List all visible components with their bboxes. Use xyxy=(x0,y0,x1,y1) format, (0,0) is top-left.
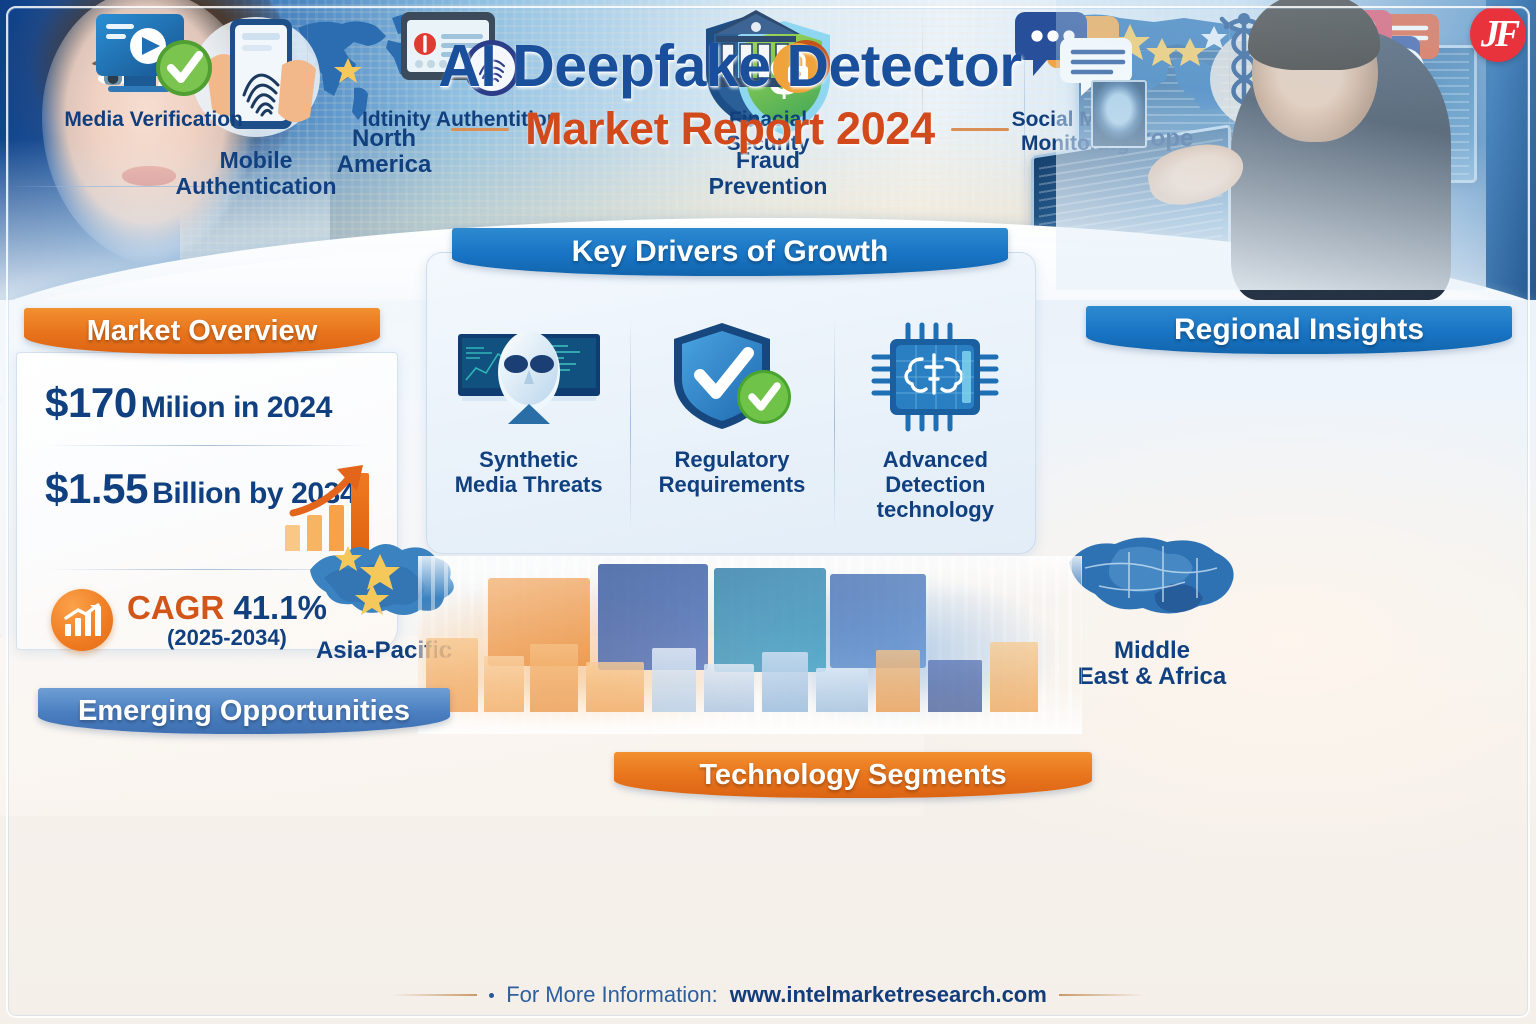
growth-chart-icon xyxy=(283,465,383,551)
footer-prefix: For More Information: xyxy=(506,982,718,1007)
footer-url[interactable]: www.intelmarketresearch.com xyxy=(729,982,1047,1007)
regional-divider xyxy=(8,186,436,187)
shield-check-icon xyxy=(664,311,800,443)
market-overview-banner-label: Market Overview xyxy=(86,314,318,347)
id-fingerprint-icon xyxy=(397,0,525,108)
bank-lock-icon xyxy=(704,0,832,108)
market-value-2034: $1.55 Billion by 2034 xyxy=(45,465,371,513)
cagr-period: (2025-2034) xyxy=(167,624,287,650)
brain-chip-icon xyxy=(860,311,1010,443)
driver-item-synthetic-media-threats[interactable]: Synthetic Media Threats xyxy=(427,311,630,555)
driver-label: Synthetic Media Threats xyxy=(454,447,603,498)
title-rule-right xyxy=(950,127,1009,131)
technology-segments-banner: Technology Segments xyxy=(614,752,1092,798)
segment-label: Media Verification xyxy=(64,108,243,131)
cagr-chart-icon xyxy=(51,589,113,651)
fingerprint-phone-icon xyxy=(186,0,326,148)
segment-item-financial-security[interactable]: Finacial Security xyxy=(614,0,921,1024)
region-label: Middle East & Africa xyxy=(1077,637,1227,691)
opportunity-label: Mobile Authentication xyxy=(175,147,337,199)
footer-bullet-icon xyxy=(489,992,495,998)
region-label: North America xyxy=(336,125,432,179)
footer-rule-left xyxy=(391,994,478,996)
title-rule-left xyxy=(451,127,510,131)
market-value-2024: $170 Milion in 2024 xyxy=(45,379,371,427)
cagr-row: CAGR 41.1% (2025-2034) xyxy=(51,589,327,651)
segment-label: Idtinity Authentition xyxy=(362,108,560,131)
brand-logo-text: JF xyxy=(1480,13,1520,55)
footer-rule-right xyxy=(1058,994,1145,996)
market-overview-banner: Market Overview xyxy=(24,308,380,354)
regional-insights-banner-label: Regional Insights xyxy=(1173,313,1425,346)
title-secondary: Market Report 2024 xyxy=(525,103,935,155)
segment-item-media-verification[interactable]: Media Verification xyxy=(0,0,307,1024)
market-divider-2 xyxy=(45,569,371,570)
region-item-middle-east-africa[interactable]: Middle East & Africa xyxy=(768,512,1536,1024)
asia-map-icon xyxy=(294,516,474,636)
market-value-2024-unit: Milion in 2024 xyxy=(140,391,333,424)
segment-item-identity-authentication[interactable]: Idtinity Authentition xyxy=(307,0,614,1024)
driver-item-regulatory-requirements[interactable]: Regulatory Requirements xyxy=(630,311,833,555)
footer: For More Information: www.intelmarketres… xyxy=(0,975,1536,1015)
cagr-value: 41.1% xyxy=(233,588,327,626)
cagr-label: CAGR xyxy=(127,588,225,626)
market-value-2034-amount: $1.55 xyxy=(45,465,149,512)
segment-label: Finacial Security xyxy=(726,108,810,155)
mea-map-icon xyxy=(1059,516,1245,636)
driver-label: Advanced Detection technology xyxy=(876,447,994,523)
emerging-opportunities-banner-label: Emerging Opportunities xyxy=(78,694,410,727)
driver-label: Regulatory Requirements xyxy=(658,447,806,498)
video-check-icon xyxy=(90,0,218,108)
brand-logo[interactable]: JF xyxy=(1470,6,1526,62)
analyst-workstation-photo xyxy=(1031,0,1486,300)
page-title: AI Deepfake Detector Market Report 2024 xyxy=(330,33,1130,155)
key-drivers-banner-label: Key Drivers of Growth xyxy=(571,235,889,268)
ai-face-monitor-icon xyxy=(454,311,604,443)
opportunity-item-mobile-authentication[interactable]: Mobile Authentication xyxy=(0,0,512,1024)
market-value-2024-amount: $170 xyxy=(45,379,137,426)
regional-insights-banner: Regional Insights xyxy=(1086,306,1512,354)
driver-item-advanced-detection-technology[interactable]: Advanced Detection technology xyxy=(833,311,1037,555)
market-divider-1 xyxy=(45,445,371,446)
emerging-opportunities-banner: Emerging Opportunities xyxy=(38,688,450,734)
technology-segments-banner-label: Technology Segments xyxy=(699,758,1007,791)
title-primary: AI Deepfake Detector xyxy=(438,33,1022,99)
key-drivers-panel: Synthetic Media Threats Regulato xyxy=(426,252,1036,554)
data-center-cityscape-collage xyxy=(418,556,1082,734)
key-drivers-banner: Key Drivers of Growth xyxy=(452,228,1008,276)
growth-arrow-icon xyxy=(289,465,363,517)
opportunity-label: Fraud Prevention xyxy=(708,147,828,199)
